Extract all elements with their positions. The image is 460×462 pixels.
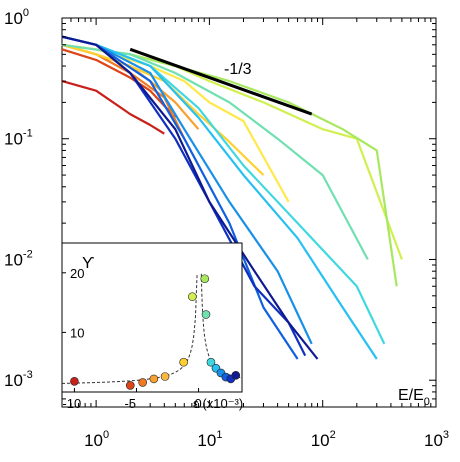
- main-xlabel: E/E0: [398, 387, 430, 408]
- slope-label: -1/3: [224, 61, 252, 78]
- y-tick-label-1: 100: [4, 7, 29, 28]
- inset-xlabel: ε (x10⁻³): [193, 396, 243, 411]
- inset-x-tick-label-2: -5: [124, 396, 136, 411]
- y-tick-label-4: 10-3: [4, 369, 33, 390]
- x-tick-label-1: 100: [84, 429, 109, 450]
- inset-y-tick-label-2: 20: [70, 266, 84, 281]
- slope-annotation-group: [129, 47, 313, 116]
- inset-fit-curve-left: [62, 273, 198, 384]
- inset-point-15: [231, 371, 241, 380]
- series-line-2: [61, 48, 177, 119]
- slope-reference-line: [129, 47, 313, 116]
- inset-point-4: [149, 374, 159, 384]
- inset-point-1: [70, 376, 79, 386]
- series-line-1: [61, 80, 165, 135]
- x-tick-label-3: 102: [311, 429, 336, 450]
- inset-x-tick-label-3: 0: [195, 396, 202, 411]
- series-line-9: [61, 43, 369, 261]
- inset-point-5: [160, 372, 170, 381]
- main-plot-frame: [61, 17, 437, 408]
- main-series-group: [61, 35, 403, 360]
- y-tick-label-2: 10-1: [4, 128, 33, 149]
- inset-y-tick-label-1: 10: [70, 325, 84, 340]
- inset-point-8: [200, 274, 210, 284]
- inset-point-3: [138, 378, 147, 387]
- inset-point-9: [201, 310, 211, 319]
- inset-x-tick-label-1: -10: [62, 396, 81, 411]
- inset-ylabel: ϒ: [82, 255, 95, 272]
- inset-point-2: [125, 381, 135, 390]
- y-tick-label-3: 10-2: [4, 248, 33, 269]
- x-tick-label-4: 103: [424, 429, 449, 450]
- series-line-15: [61, 35, 319, 360]
- inset-point-10: [206, 357, 216, 367]
- inset-point-6: [179, 357, 188, 367]
- x-tick-label-2: 101: [197, 429, 222, 450]
- inset-content-group: -10 -5 0 10 20: [62, 266, 242, 411]
- inset-point-7: [188, 292, 197, 301]
